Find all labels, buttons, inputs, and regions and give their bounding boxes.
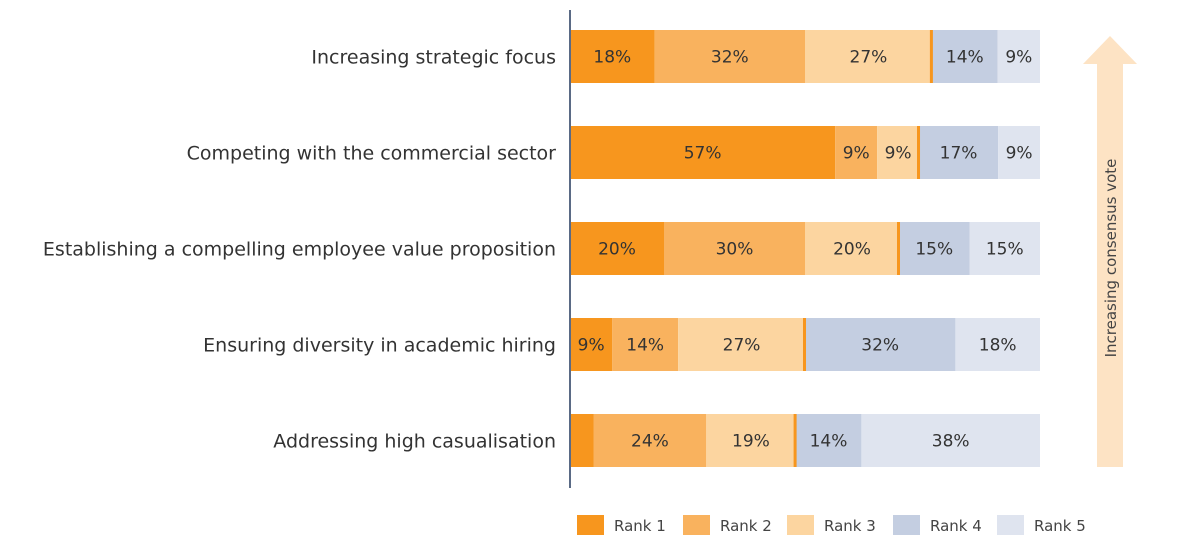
- category-label: Establishing a compelling employee value…: [43, 239, 556, 261]
- bar-segment: [919, 126, 999, 179]
- data-label: 9%: [885, 144, 912, 164]
- data-label: 19%: [732, 432, 770, 452]
- data-label: 18%: [593, 48, 631, 68]
- increasing-arrow-icon: [1083, 36, 1137, 467]
- bar-segment: [835, 126, 878, 179]
- category-label: Ensuring diversity in academic hiring: [203, 335, 556, 357]
- data-label: 18%: [979, 336, 1017, 356]
- data-label: 14%: [626, 336, 664, 356]
- rank-separator: [793, 414, 797, 467]
- data-label: 27%: [850, 48, 888, 68]
- category-label: Competing with the commercial sector: [187, 143, 557, 165]
- data-label: 30%: [716, 240, 754, 260]
- bar-segment: [570, 30, 655, 83]
- bar-segment: [706, 414, 796, 467]
- legend-swatch: [787, 515, 814, 535]
- bar-segment: [931, 30, 998, 83]
- data-label: 15%: [986, 240, 1024, 260]
- bar-segment: [805, 30, 932, 83]
- bar-segment: [899, 222, 970, 275]
- legend-label: Rank 1: [614, 517, 666, 535]
- bar-segment: [861, 414, 1040, 467]
- legend-label: Rank 2: [720, 517, 772, 535]
- data-label: 57%: [684, 144, 722, 164]
- annotation-label: Increasing consensus vote: [1102, 159, 1120, 358]
- category-label: Addressing high casualisation: [273, 431, 556, 453]
- bar-segment: [570, 318, 613, 371]
- bar-segment: [570, 222, 664, 275]
- data-label: 9%: [1005, 48, 1032, 68]
- rank-separator: [897, 222, 900, 275]
- legend-swatch: [577, 515, 604, 535]
- bar-segment: [805, 318, 956, 371]
- data-label: 27%: [723, 336, 761, 356]
- data-label: 9%: [1006, 144, 1033, 164]
- bar-segment: [969, 222, 1040, 275]
- bar-segment: [955, 318, 1040, 371]
- legend-swatch: [683, 515, 710, 535]
- rank-separator: [803, 318, 806, 371]
- legend-label: Rank 4: [930, 517, 982, 535]
- bar-segment: [570, 126, 836, 179]
- data-label: 32%: [861, 336, 899, 356]
- bar-segment: [570, 414, 594, 467]
- category-label: Increasing strategic focus: [311, 47, 556, 69]
- bar-segment: [805, 222, 899, 275]
- data-label: 20%: [833, 240, 871, 260]
- data-label: 14%: [810, 432, 848, 452]
- data-label: 9%: [578, 336, 605, 356]
- data-label: 24%: [631, 432, 669, 452]
- bar-segment: [998, 126, 1040, 179]
- data-label: 9%: [843, 144, 870, 164]
- bar-segment: [997, 30, 1040, 83]
- legend-swatch: [997, 515, 1024, 535]
- data-label: 38%: [932, 432, 970, 452]
- rank-separator: [917, 126, 921, 179]
- bar-segment: [877, 126, 920, 179]
- data-label: 14%: [946, 48, 984, 68]
- legend-label: Rank 5: [1034, 517, 1086, 535]
- data-label: 15%: [915, 240, 953, 260]
- bar-segment: [664, 222, 805, 275]
- rank-separator: [929, 30, 933, 83]
- bar-segment: [795, 414, 862, 467]
- bar-segment: [654, 30, 805, 83]
- legend-label: Rank 3: [824, 517, 876, 535]
- data-label: 32%: [711, 48, 749, 68]
- data-label: 17%: [940, 144, 978, 164]
- bar-segment: [678, 318, 805, 371]
- data-label: 20%: [598, 240, 636, 260]
- bar-segment: [612, 318, 679, 371]
- bar-segment: [593, 414, 707, 467]
- legend-swatch: [893, 515, 920, 535]
